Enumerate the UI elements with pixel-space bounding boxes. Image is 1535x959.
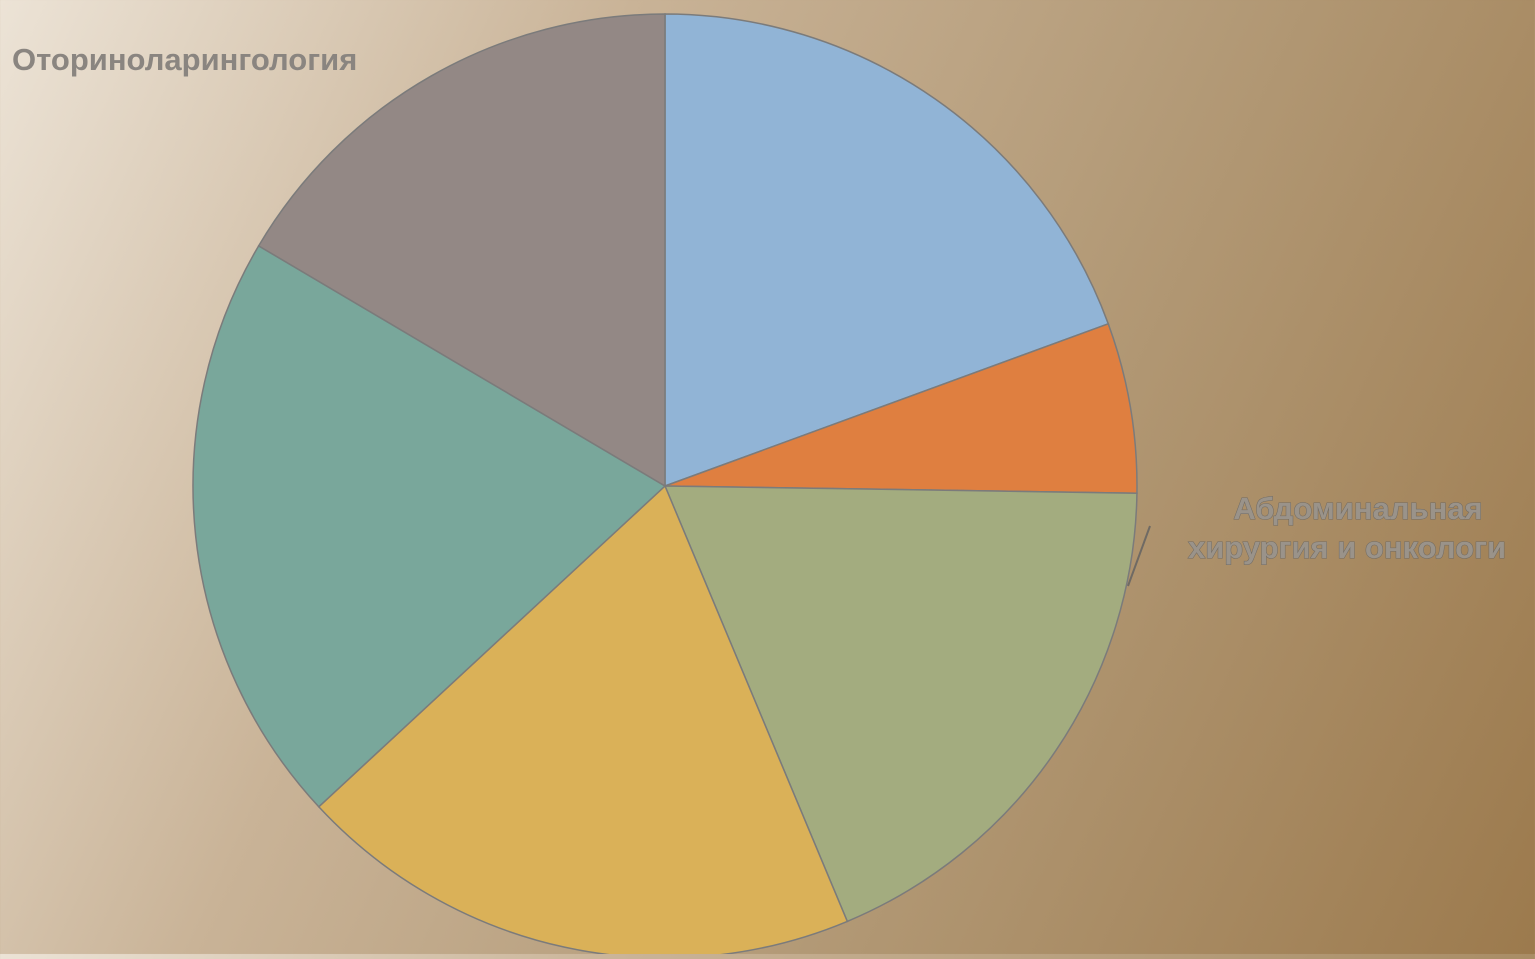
pie-slice-5 [257,13,666,488]
slice-label-otorhinolaryngology: Оториноларингология [12,42,357,77]
pie-slice-0 [664,13,1110,488]
leader-line-abdominal [1127,525,1151,587]
pie-slice-2 [663,485,1138,923]
pie-slice-3 [317,484,849,959]
pie-slice-1 [664,322,1138,494]
slice-label-abdominal-line2: хирургия и онкологи [1188,530,1506,565]
pie-slice-4 [192,244,667,808]
slice-label-abdominal-line1: Абдоминальная [1233,491,1482,526]
pie-slices [192,13,1138,959]
pie-labels: Оториноларингология Абдоминальная хирург… [12,42,1507,587]
